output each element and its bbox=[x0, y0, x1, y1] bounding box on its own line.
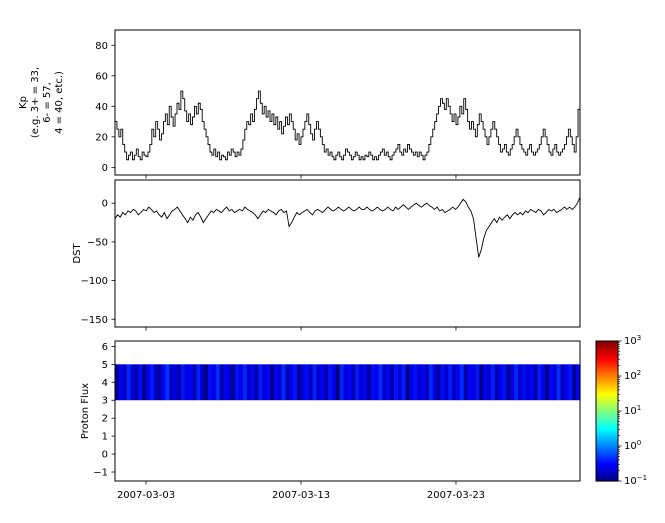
dst-panel: 0 −50 −100 −150 DST bbox=[72, 179, 581, 331]
y-tick-label: 60 bbox=[95, 71, 108, 82]
y-tick-label: −150 bbox=[81, 315, 108, 326]
y-tick-label: 3 bbox=[102, 396, 108, 407]
kp-ylabel: 6- = 57, bbox=[42, 82, 53, 123]
proton-flux-ylabel: Proton Flux bbox=[80, 383, 91, 439]
y-tick-label: 0 bbox=[102, 199, 108, 210]
x-tick-label: 2007-03-23 bbox=[427, 490, 485, 501]
panel-border bbox=[114, 29, 581, 176]
colorbar-tick-label: 10−1 bbox=[624, 474, 647, 487]
y-tick-label: 0 bbox=[102, 450, 108, 461]
colorbar-tick-label: 102 bbox=[624, 369, 641, 382]
x-tick-label: 2007-03-13 bbox=[272, 490, 330, 501]
kp-series-line bbox=[115, 90, 580, 161]
y-tick-label: 40 bbox=[95, 102, 108, 113]
colorbar-tick-label: 103 bbox=[624, 334, 641, 347]
y-tick-label: 80 bbox=[95, 41, 108, 52]
y-tick-label: −1 bbox=[93, 468, 108, 479]
kp-ylabel: Kp bbox=[18, 96, 29, 109]
y-tick-label: 2 bbox=[102, 414, 108, 425]
kp-panel: 0 20 40 60 80 Kp (e.g. 3+ = 33, 6- = 57, 4 = 40,… bbox=[18, 29, 581, 179]
dst-series-line bbox=[114, 196, 581, 258]
kp-ylabel: (e.g. 3+ = 33, bbox=[30, 67, 41, 138]
y-tick-label: 5 bbox=[102, 360, 108, 371]
y-tick-label: 6 bbox=[102, 342, 108, 353]
kp-ylabel: 4 = 40, etc.) bbox=[54, 71, 65, 134]
y-tick-label: 20 bbox=[95, 132, 108, 143]
panel-border bbox=[114, 340, 581, 482]
proton-flux-band bbox=[115, 364, 581, 401]
colorbar-tick-label: 100 bbox=[624, 439, 641, 452]
x-tick-label: 2007-03-03 bbox=[117, 490, 175, 501]
y-tick-label: 1 bbox=[102, 432, 108, 443]
y-tick-label: −50 bbox=[87, 237, 108, 248]
dst-ylabel: DST bbox=[72, 243, 83, 264]
y-tick-label: 4 bbox=[102, 378, 108, 389]
panel-border bbox=[114, 179, 581, 328]
proton-flux-panel: −1 0 1 2 3 4 5 6 2007-03-03 2007-03-13 2007-03-23 P… bbox=[80, 340, 581, 501]
colorbar: 103 102 101 100 10−1 bbox=[595, 334, 647, 487]
colorbar-tick-label: 101 bbox=[624, 404, 641, 417]
y-tick-label: 0 bbox=[102, 163, 108, 174]
y-tick-label: −100 bbox=[81, 276, 108, 287]
